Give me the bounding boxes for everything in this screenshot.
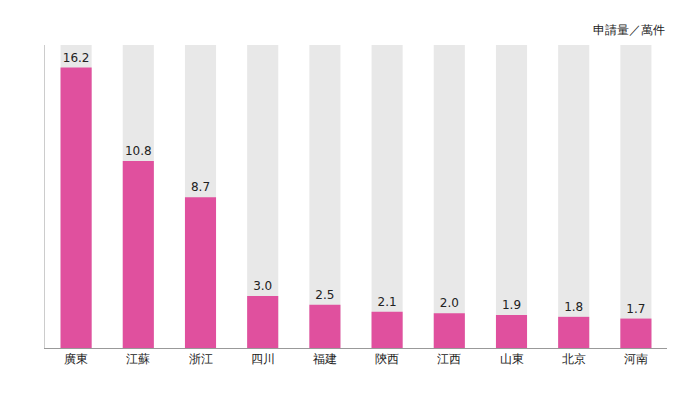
svg-text:10.8: 10.8 xyxy=(125,144,152,158)
svg-text:北京: 北京 xyxy=(562,352,586,366)
svg-text:河南: 河南 xyxy=(624,352,648,366)
svg-text:1.8: 1.8 xyxy=(564,300,583,314)
svg-text:江西: 江西 xyxy=(437,352,461,366)
svg-text:1.7: 1.7 xyxy=(626,302,645,316)
svg-text:3.0: 3.0 xyxy=(253,279,272,293)
svg-text:1.9: 1.9 xyxy=(502,298,521,312)
svg-text:江蘇: 江蘇 xyxy=(126,352,150,366)
svg-text:浙江: 浙江 xyxy=(189,352,213,366)
svg-text:山東: 山東 xyxy=(500,352,524,366)
svg-text:2.0: 2.0 xyxy=(440,296,459,310)
svg-text:陝西: 陝西 xyxy=(375,352,399,366)
svg-text:四川: 四川 xyxy=(251,352,275,366)
svg-text:8.7: 8.7 xyxy=(191,180,210,194)
svg-text:16.2: 16.2 xyxy=(63,51,90,65)
svg-text:福建: 福建 xyxy=(313,352,337,366)
svg-text:廣東: 廣東 xyxy=(64,352,88,366)
svg-text:2.5: 2.5 xyxy=(315,288,334,302)
svg-text:申請量／萬件: 申請量／萬件 xyxy=(593,23,665,37)
svg-text:2.1: 2.1 xyxy=(378,295,397,309)
